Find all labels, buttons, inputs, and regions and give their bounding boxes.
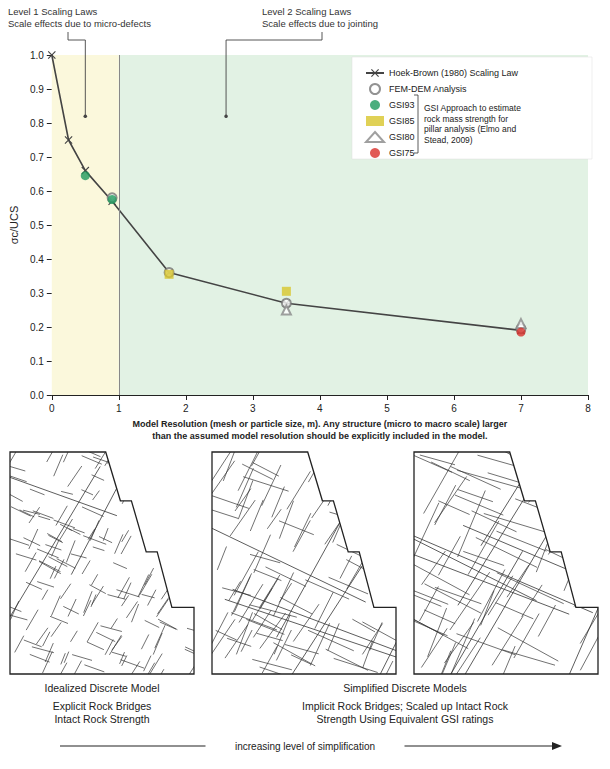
svg-text:0.3: 0.3 [30, 288, 44, 299]
svg-text:1: 1 [116, 403, 122, 414]
svg-text:Explicit Rock Bridges: Explicit Rock Bridges [53, 700, 152, 712]
svg-text:0: 0 [49, 403, 55, 414]
svg-text:Simplified Discrete Models: Simplified Discrete Models [343, 682, 467, 694]
svg-text:GSI80: GSI80 [389, 132, 415, 142]
svg-text:increasing level of simplifica: increasing level of simplification [235, 741, 375, 752]
svg-text:FEM-DEM Analysis: FEM-DEM Analysis [389, 84, 467, 94]
svg-text:than the assumed model resolut: than the assumed model resolution should… [152, 431, 487, 441]
svg-text:0.1: 0.1 [30, 356, 44, 367]
svg-text:GSI93: GSI93 [389, 100, 415, 110]
svg-text:0.0: 0.0 [30, 390, 44, 401]
svg-text:1.0: 1.0 [30, 50, 44, 61]
svg-text:0.4: 0.4 [30, 254, 44, 265]
svg-text:6: 6 [451, 403, 457, 414]
svg-text:5: 5 [384, 403, 390, 414]
svg-text:Strength Using Equivalent GSI: Strength Using Equivalent GSI ratings [317, 713, 494, 725]
svg-text:8: 8 [585, 403, 591, 414]
svg-text:GSI75: GSI75 [389, 148, 415, 158]
svg-text:Scale effects due to micro-def: Scale effects due to micro-defects [8, 18, 151, 29]
svg-text:0.9: 0.9 [30, 84, 44, 95]
svg-text:Intact Rock Strength: Intact Rock Strength [54, 713, 149, 725]
svg-text:3: 3 [250, 403, 256, 414]
svg-text:0.2: 0.2 [30, 322, 44, 333]
svg-text:Scale effects due to jointing: Scale effects due to jointing [262, 18, 378, 29]
svg-text:Stead, 2009): Stead, 2009) [424, 135, 473, 145]
svg-text:Idealized Discrete Model: Idealized Discrete Model [45, 682, 160, 694]
svg-text:2: 2 [183, 403, 189, 414]
svg-text:pillar analysis (Elmo and: pillar analysis (Elmo and [424, 124, 516, 134]
svg-text:GSI Approach to estimate: GSI Approach to estimate [424, 103, 521, 113]
svg-text:GSI85: GSI85 [389, 116, 415, 126]
svg-text:Level 2 Scaling Laws: Level 2 Scaling Laws [262, 6, 351, 17]
svg-text:0.8: 0.8 [30, 118, 44, 129]
svg-text:7: 7 [518, 403, 524, 414]
svg-text:Model Resolution (mesh or part: Model Resolution (mesh or particle size,… [133, 419, 508, 429]
svg-text:0.7: 0.7 [30, 152, 44, 163]
svg-text:rock mass strength for: rock mass strength for [424, 114, 508, 124]
svg-text:Level 1 Scaling Laws: Level 1 Scaling Laws [8, 6, 97, 17]
svg-text:4: 4 [317, 403, 323, 414]
svg-text:0.5: 0.5 [30, 220, 44, 231]
svg-text:Implicit Rock Bridges; Scaled: Implicit Rock Bridges; Scaled up Intact … [302, 700, 509, 712]
svg-text:σc/UCS: σc/UCS [8, 206, 20, 245]
svg-text:Hoek-Brown (1980) Scaling Law: Hoek-Brown (1980) Scaling Law [389, 68, 519, 78]
svg-text:0.6: 0.6 [30, 186, 44, 197]
